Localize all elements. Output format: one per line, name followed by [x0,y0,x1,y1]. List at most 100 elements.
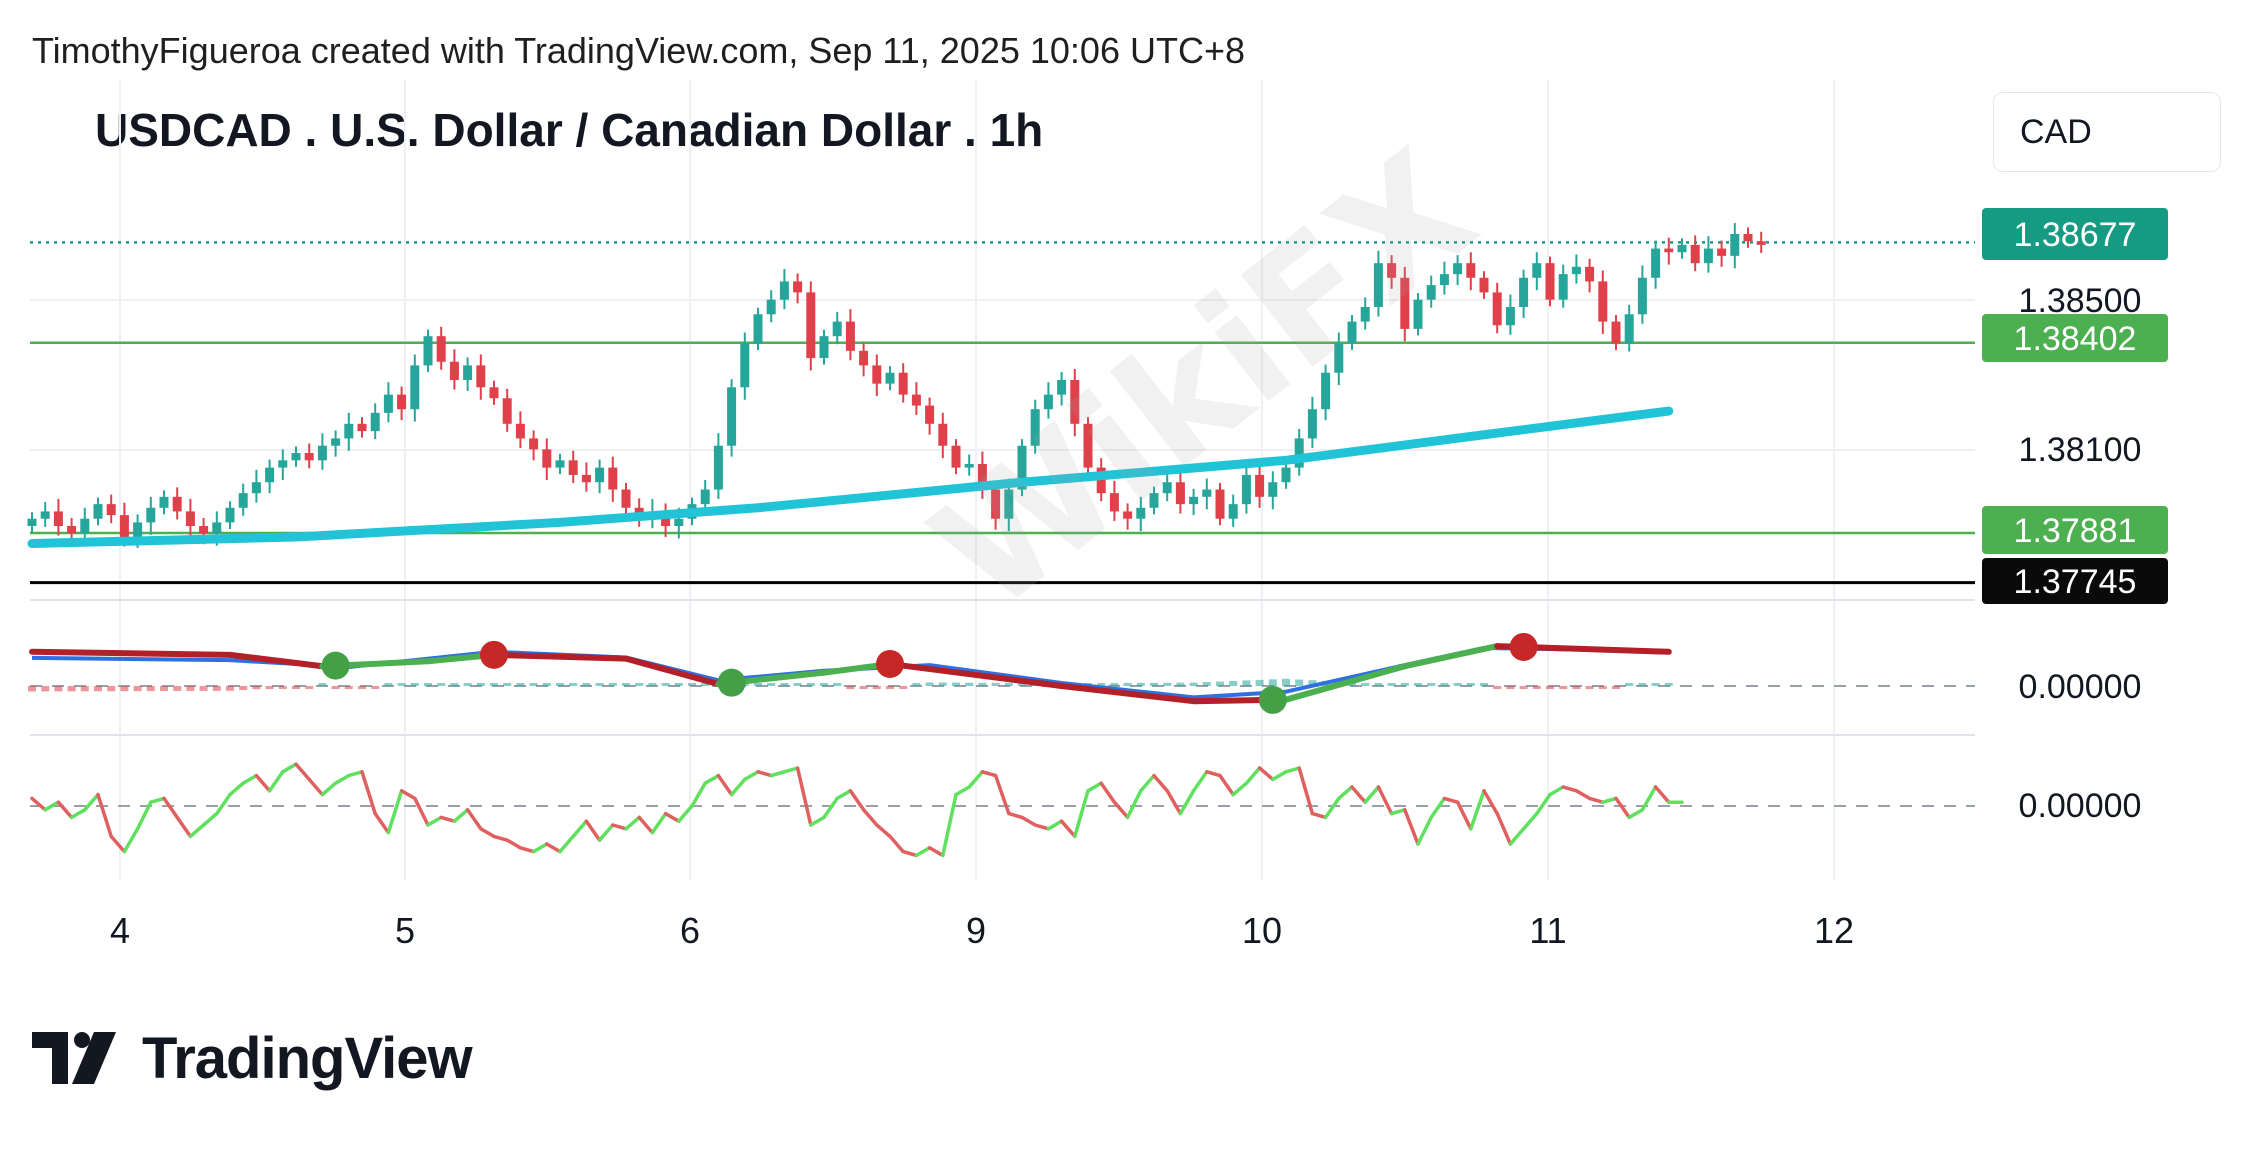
candlestick-series [27,223,1766,548]
oscillator-segment [1653,785,1671,804]
candle-body [766,299,776,315]
oscillator-segment [1152,773,1169,793]
tradingview-mark-icon [32,1032,124,1084]
resistance-badge [1982,314,2168,362]
candle-body [1413,299,1423,329]
axes: 1.38500 1.38100 1.38677 1.38402 1.37881 … [110,208,2168,951]
candle-body [185,511,195,527]
candle-body [621,489,631,508]
candle-body [1611,321,1621,344]
candle-body [1109,493,1119,512]
candle-body [133,522,143,537]
macd-histogram-bar [1506,686,1515,689]
macd-signal-line [623,655,722,688]
macd-histogram-bar [1559,686,1568,689]
candle-body [859,350,869,366]
oscillator-segment [584,819,602,842]
macd-histogram-bar [780,683,789,686]
oscillator-segment [439,815,457,823]
macd-histogram-bar [503,683,512,686]
oscillator-segment [571,819,589,839]
candle-body [529,438,539,450]
candle-body [172,496,182,512]
oscillator-segment [1508,827,1526,846]
macd-histogram-bar [1255,679,1264,686]
candle-body [1492,292,1502,326]
candle-body [80,518,90,534]
oscillator-segment [373,811,391,835]
oscillator-segment [1442,796,1460,804]
candle-body [608,467,618,490]
candle-body [1281,467,1291,483]
candle-body [793,281,803,293]
candle-body [410,365,420,410]
macd-histogram-bar [1453,683,1462,686]
macd-histogram-bar [1202,682,1211,686]
oscillator-segment [888,834,905,854]
candle-body [199,526,209,534]
oscillator-segment [1495,811,1513,846]
macd-histogram-bar [1123,682,1132,686]
macd-histogram-bar [542,683,551,686]
macd-histogram-bar [991,682,1000,686]
candle-body [1730,233,1740,256]
candle-body [1096,467,1106,494]
macd-histogram-bar [1295,679,1304,686]
oscillator-segment [993,773,1011,816]
oscillator-segment [1020,815,1037,827]
oscillator-segment [1561,785,1579,793]
oscillator-segment [241,773,259,785]
macd-histogram-bar [424,683,432,686]
macd-crossover-dot [480,640,508,669]
candle-body [1677,244,1687,253]
oscillator-segment [1297,766,1315,816]
macd-histogram-bar [1466,683,1475,686]
candle-body [476,365,486,388]
candle-body [1321,372,1331,410]
macd-histogram-bar [529,683,538,686]
candle-body [806,292,816,359]
oscillator-segment [1310,811,1328,820]
macd-crossover-dot [876,649,904,678]
oscillator-segment [1244,766,1262,785]
oscillator-segment [848,789,866,812]
oscillator-segment [426,815,443,827]
oscillator-segment [743,770,760,782]
candle-body [1743,233,1753,242]
macd-histogram-bar [859,686,868,689]
candle-body [832,321,842,337]
candle-body [991,489,1001,519]
candle-body [1149,493,1159,508]
oscillator-segment [703,773,721,785]
oscillator-segment [320,781,338,797]
oscillator-segment [1350,785,1367,804]
candle-body [27,518,37,527]
oscillator-segment [122,827,140,854]
oscillator-segment [1389,808,1407,816]
candle-body [845,321,855,351]
candle-body [568,460,578,475]
candle-body [344,423,354,439]
macd-histogram-bar [397,683,406,686]
candle-body [370,412,380,432]
candle-body [713,445,723,490]
oscillator-segment [769,770,787,778]
candle-body [1519,277,1529,307]
oscillator-segment [188,823,206,839]
macd-histogram-bar [952,682,960,686]
oscillator-segment [1231,781,1249,797]
candle-body [146,507,156,523]
candle-body [1426,285,1436,300]
macd-histogram-bar [1493,686,1502,689]
chart-title: USDCAD . U.S. Dollar / Canadian Dollar .… [95,104,1044,156]
oscillator-segment [1165,789,1183,816]
candle-body [502,398,512,424]
macd-signal-line [1401,643,1501,670]
oscillator-segment [795,766,813,827]
oscillator-segment [215,792,232,816]
candle-body [727,387,737,446]
currency-selector[interactable]: CAD [1993,92,2221,172]
macd-histogram-bar [384,683,393,686]
time-axis-ticks: 4 5 6 9 10 11 12 [110,910,1854,951]
